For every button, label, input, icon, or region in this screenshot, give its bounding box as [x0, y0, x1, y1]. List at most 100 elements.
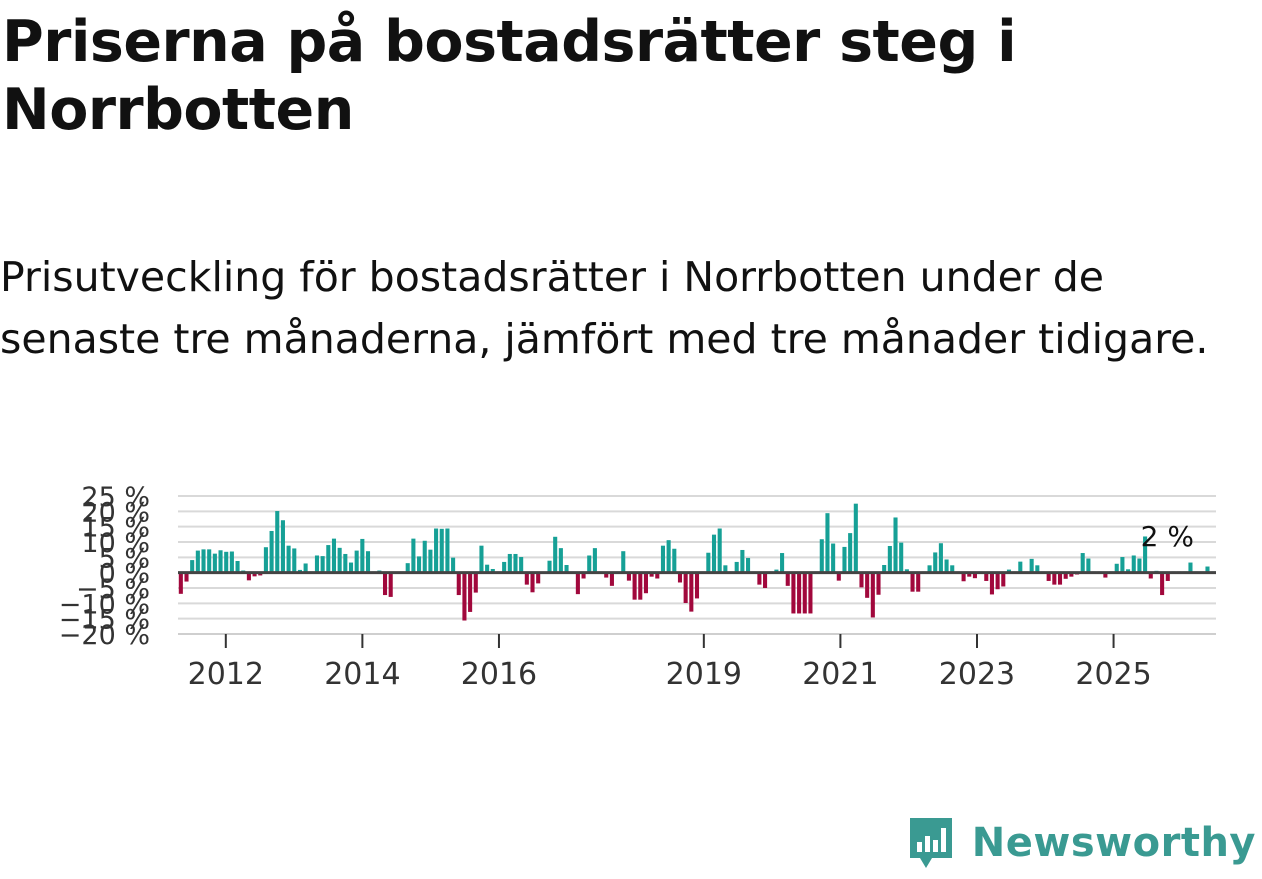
- x-tick-label: 2021: [802, 657, 878, 692]
- newsworthy-logo-icon: [909, 818, 952, 868]
- bar: [581, 572, 586, 579]
- bar: [757, 572, 762, 585]
- bar: [870, 572, 875, 618]
- bar: [882, 565, 887, 573]
- bar: [1052, 572, 1057, 585]
- x-tick-label: 2023: [939, 657, 1015, 692]
- bar-chart: 25 %20 %15 %10 %5 %0 %−5 %−10 %−15 %−20 …: [59, 482, 1216, 692]
- bar: [740, 549, 745, 573]
- bar: [853, 503, 858, 573]
- x-tick-label: 2014: [324, 657, 400, 692]
- bar: [382, 572, 388, 596]
- bar: [1046, 572, 1051, 581]
- bar: [587, 555, 592, 573]
- bar: [434, 528, 439, 573]
- bar: [201, 549, 206, 573]
- bar: [831, 543, 836, 573]
- bar: [451, 557, 456, 573]
- y-axis-labels: 25 %20 %15 %10 %5 %0 %−5 %−10 %−15 %−20 …: [59, 482, 150, 651]
- bar: [791, 572, 796, 614]
- page-subtitle: Prisutveckling för bostadsrätter i Norrb…: [0, 253, 1209, 363]
- bar: [207, 549, 212, 573]
- bar: [1188, 562, 1193, 573]
- bar: [1148, 572, 1153, 579]
- bar: [808, 572, 813, 614]
- bar: [938, 543, 943, 573]
- bar: [320, 556, 325, 573]
- x-tick-label: 2016: [461, 657, 537, 692]
- bar: [513, 553, 518, 573]
- bar: [473, 572, 478, 593]
- bar: [286, 545, 291, 573]
- y-tick-label: 0 %: [99, 559, 150, 590]
- bar: [195, 550, 200, 573]
- bar: [405, 563, 410, 573]
- bar: [337, 547, 342, 573]
- bar: [842, 546, 847, 573]
- bar: [530, 572, 535, 593]
- bar: [887, 545, 892, 573]
- bar: [609, 572, 614, 586]
- bar: [655, 572, 660, 579]
- y-tick-label: −5 %: [76, 574, 150, 605]
- bar: [904, 569, 909, 573]
- bar: [564, 565, 569, 573]
- bar: [774, 569, 779, 573]
- bar: [632, 572, 637, 600]
- bar: [1029, 558, 1034, 573]
- bar: [524, 572, 529, 585]
- bar: [950, 565, 955, 573]
- bar: [1126, 569, 1131, 573]
- bar: [785, 572, 790, 586]
- bar: [1103, 572, 1108, 578]
- bar: [314, 555, 320, 573]
- x-tick-label: 2025: [1075, 657, 1151, 692]
- bar: [666, 540, 671, 573]
- bar: [677, 572, 683, 583]
- bar: [479, 545, 484, 573]
- bar: [1114, 563, 1119, 573]
- bar: [1063, 572, 1068, 579]
- bar: [592, 548, 597, 573]
- bar: [763, 572, 768, 588]
- bar: [490, 568, 495, 573]
- bar: [428, 549, 433, 573]
- annotations: 2 %: [1141, 520, 1194, 553]
- y-tick-label: −10 %: [59, 589, 150, 620]
- bar: [972, 572, 977, 579]
- bar: [723, 565, 728, 573]
- brand-logo[interactable]: Newsworthy: [906, 813, 1256, 873]
- bar: [1160, 572, 1165, 596]
- bar: [1131, 555, 1136, 573]
- bar: [1205, 566, 1210, 573]
- bar: [1086, 558, 1091, 573]
- bar: [224, 551, 229, 573]
- bar: [746, 557, 751, 573]
- bar: [190, 560, 195, 573]
- bar: [780, 553, 785, 573]
- bar: [989, 572, 994, 595]
- bar: [252, 572, 257, 577]
- bar: [734, 561, 739, 573]
- bar: [411, 538, 416, 573]
- bar: [660, 545, 666, 573]
- bar: [626, 572, 631, 581]
- y-tick-label: 5 %: [99, 543, 150, 574]
- bar: [445, 528, 450, 573]
- bar: [292, 548, 297, 573]
- bar: [802, 572, 807, 614]
- bar: [536, 572, 541, 584]
- bar: [263, 547, 268, 573]
- bar: [354, 550, 359, 573]
- bar: [235, 561, 240, 573]
- x-tick-label: 2019: [666, 657, 742, 692]
- bar: [553, 536, 558, 573]
- bar: [643, 572, 648, 594]
- y-tick-label: 15 %: [81, 513, 150, 544]
- bar: [269, 530, 274, 573]
- y-tick-label: 10 %: [81, 528, 150, 559]
- bar: [967, 572, 972, 577]
- bar: [558, 548, 563, 573]
- brand-name: Newsworthy: [971, 820, 1256, 866]
- bar: [519, 557, 524, 573]
